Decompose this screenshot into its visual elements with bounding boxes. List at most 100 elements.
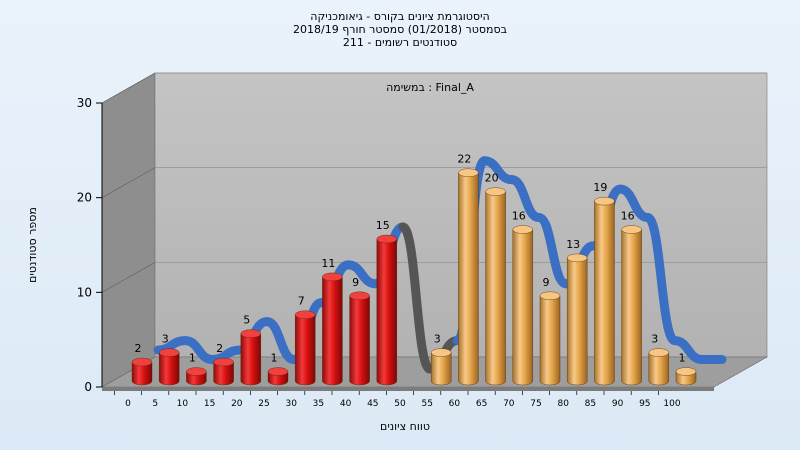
x-tick-label: 40 [340, 399, 352, 409]
bar-body [431, 352, 452, 386]
x-tick-label: 70 [503, 399, 515, 409]
bar-value-label: 3 [434, 333, 441, 346]
bar-value-label: 20 [485, 172, 499, 185]
x-tick-label: 80 [557, 399, 569, 409]
bar-60 [458, 168, 479, 386]
bar-value-label: 1 [189, 352, 196, 365]
bar-value-label: 1 [679, 352, 686, 365]
bar-cap [213, 357, 234, 367]
bar-value-label: 2 [216, 342, 223, 355]
bar-cap [485, 187, 506, 196]
bar-body [512, 229, 533, 386]
x-tick-label: 25 [258, 399, 269, 409]
x-tick-label: 100 [663, 399, 680, 409]
bar-0 [131, 357, 153, 386]
chart-title-line-3: סטודנטים רשומים - 211 [342, 36, 458, 49]
bar-cap [295, 310, 316, 319]
y-tick-label: 20 [77, 191, 92, 205]
bar-value-label: 11 [321, 257, 335, 270]
ribbon-segment [643, 213, 680, 346]
x-tick-label: 45 [367, 399, 378, 409]
bar-body [349, 295, 370, 386]
bar-value-label: 16 [621, 210, 635, 223]
bar-75 [539, 291, 561, 386]
bar-value-label: 9 [352, 276, 359, 289]
bar-value-label: 3 [162, 333, 169, 346]
bar-body [621, 229, 642, 386]
chart-title-line-2: בסמסטר (01/2018) סמסטר חורף 2018/19 [293, 23, 507, 36]
bar-15 [213, 357, 234, 386]
bar-cap [322, 272, 343, 282]
gridline-side [101, 262, 156, 293]
left-wall [101, 72, 156, 388]
chart-title-line-1: היסטוגרמת ציונים בקורס - גיאומכניקה [310, 10, 490, 23]
bar-body [567, 257, 588, 386]
x-tick-label: 65 [476, 399, 487, 409]
bar-5 [158, 348, 180, 386]
bar-cap [675, 367, 697, 376]
x-tick-label: 0 [125, 399, 131, 409]
bar-body [322, 276, 343, 386]
bar-body [648, 352, 669, 386]
bar-cap [240, 329, 262, 338]
bar-value-label: 22 [457, 153, 471, 166]
x-tick-label: 20 [231, 399, 243, 409]
bar-value-label: 2 [135, 342, 142, 355]
bar-body [159, 352, 180, 386]
bar-value-label: 5 [243, 314, 250, 327]
bar-70 [512, 225, 533, 386]
bar-95 [648, 348, 669, 386]
x-tick-label: 95 [639, 399, 650, 409]
bar-55 [431, 348, 452, 386]
bar-value-label: 15 [376, 219, 390, 232]
bar-20 [240, 329, 262, 386]
bar-cap [648, 348, 669, 357]
y-axis-title: מספר סטודנטים [26, 207, 39, 283]
bar-cap [431, 348, 452, 357]
bar-body [295, 314, 316, 386]
bar-cap [376, 234, 397, 244]
bar-body [594, 200, 615, 386]
bar-value-label: 13 [566, 238, 580, 251]
bar-65 [485, 187, 506, 386]
x-tick-label: 85 [585, 399, 596, 409]
bar-value-label: 7 [298, 295, 305, 308]
bar-body [485, 191, 506, 386]
bar-body [376, 238, 397, 386]
bar-40 [349, 291, 370, 386]
chart-title: היסטוגרמת ציונים בקורס - גיאומכניקה בסמס… [0, 10, 800, 49]
y-tick-label: 10 [77, 285, 92, 299]
x-tick-label: 35 [313, 399, 324, 409]
bar-body [240, 333, 261, 386]
bar-cap [267, 367, 289, 376]
bar-body [131, 361, 153, 386]
bar-value-label: 16 [512, 210, 526, 223]
bar-cap [186, 367, 207, 376]
bar-80 [567, 253, 588, 386]
bar-value-label: 9 [543, 276, 550, 289]
x-tick-label: 50 [394, 399, 406, 409]
bar-30 [295, 310, 316, 386]
bar-body [213, 361, 234, 386]
bar-cap [567, 253, 588, 263]
gridline-side [101, 72, 156, 104]
x-tick-label: 10 [177, 399, 189, 409]
y-tick-label: 0 [84, 380, 92, 394]
bar-85 [594, 196, 615, 386]
bar-cap [539, 291, 561, 300]
bar-cap [621, 225, 642, 234]
bar-45 [376, 234, 397, 386]
x-axis-title: טווח ציונים [380, 420, 430, 433]
x-tick-label: 15 [204, 399, 215, 409]
bar-value-label: 1 [271, 352, 278, 365]
gridline-side [101, 167, 156, 198]
bar-cap [349, 291, 370, 300]
bar-cap [458, 168, 479, 177]
bar-35 [322, 272, 343, 386]
x-tick-label: 75 [530, 399, 541, 409]
bar-cap [131, 357, 153, 367]
x-tick-label: 55 [421, 399, 432, 409]
bar-cap [594, 196, 615, 206]
